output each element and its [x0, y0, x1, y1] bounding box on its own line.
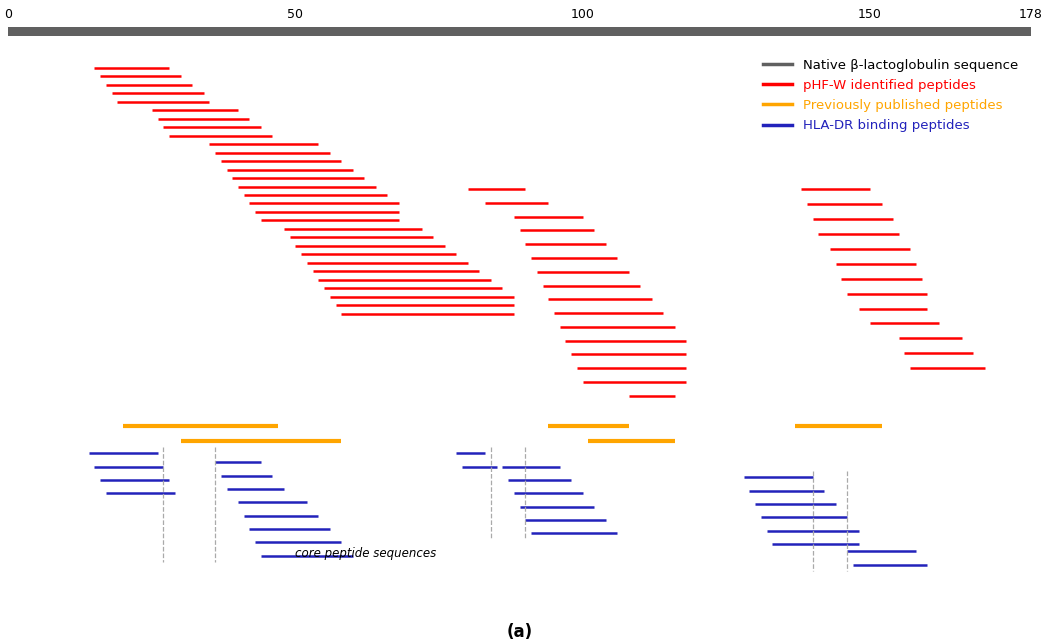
Text: 50: 50	[288, 8, 304, 21]
Text: 178: 178	[1019, 8, 1043, 21]
Legend: Native β-lactoglobulin sequence, pHF-W identified peptides, Previously published: Native β-lactoglobulin sequence, pHF-W i…	[758, 53, 1023, 138]
Text: 0: 0	[4, 8, 13, 21]
Text: core peptide sequences: core peptide sequences	[295, 547, 437, 560]
Text: (a): (a)	[507, 623, 533, 641]
Text: 150: 150	[859, 8, 882, 21]
Text: 100: 100	[571, 8, 595, 21]
